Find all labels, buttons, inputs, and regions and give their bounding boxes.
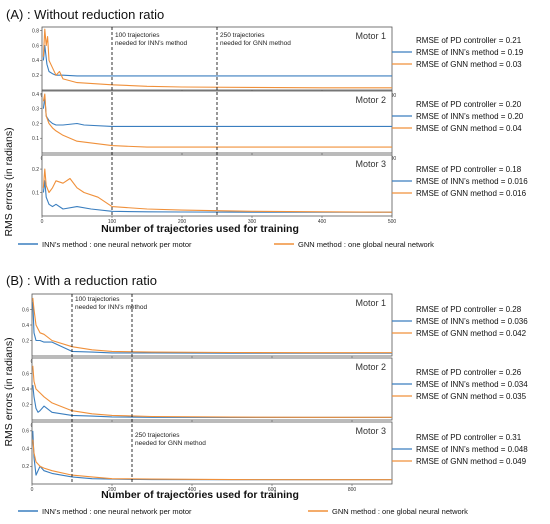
threshold-label: 250 trajectories: [220, 32, 265, 39]
motor-label: Motor 2: [355, 362, 386, 372]
series-line-inn: [42, 180, 392, 213]
panel-title: (B) : With a reduction ratio: [6, 273, 157, 288]
rmse-inn: RMSE of INN’s method = 0.19: [416, 48, 524, 57]
rmse-gnn: RMSE of GNN method = 0.049: [416, 457, 527, 466]
y-tick-label: 0.2: [22, 402, 29, 408]
plot-frame: [31, 293, 393, 357]
y-tick-label: 0.4: [22, 446, 29, 452]
threshold-label: 100 trajectories: [115, 32, 160, 39]
rmse-gnn: RMSE of GNN method = 0.035: [416, 392, 527, 401]
rmse-pd: RMSE of PD controller = 0.18: [416, 165, 522, 174]
y-tick-label: 0.6: [22, 429, 29, 435]
y-tick-label: 0.6: [22, 307, 29, 313]
panel-b: (B) : With a reduction ratio RMS errors (…: [3, 273, 528, 516]
motor-label: Motor 1: [355, 31, 386, 41]
x-axis-label: Number of trajectories used for training: [101, 223, 299, 235]
series-line-gnn: [42, 93, 392, 148]
x-tick-label: 100: [108, 219, 117, 225]
y-tick-label: 0.8: [32, 29, 39, 35]
x-tick-label: 300: [248, 219, 257, 225]
y-tick-label: 0.1: [32, 190, 39, 196]
motor-label: Motor 3: [355, 426, 386, 436]
rmse-inn: RMSE of INN’s method = 0.048: [416, 445, 528, 454]
rmse-block-motor-2: RMSE of PD controller = 0.26 RMSE of INN’…: [392, 368, 528, 401]
rmse-block-motor-3: RMSE of PD controller = 0.18 RMSE of INN’…: [392, 165, 528, 198]
rmse-gnn: RMSE of GNN method = 0.04: [416, 124, 522, 133]
legend-label-inn: INN’s method : one neural network per mo…: [42, 240, 192, 249]
x-tick-label: 400: [318, 219, 327, 225]
subplot-motor-3: 0.2 0.4 0.6 0 200 400 600 800 Motor 3: [22, 421, 393, 493]
plot-frame: [31, 357, 393, 421]
rmse-block-motor-3: RMSE of PD controller = 0.31 RMSE of INN’…: [392, 433, 528, 466]
x-tick-label: 200: [108, 487, 117, 493]
y-tick-label: 0.4: [32, 58, 39, 64]
legend-label-gnn: GNN method : one global neural network: [298, 240, 434, 249]
x-tick-label: 400: [188, 487, 197, 493]
panel-title: (A) : Without reduction ratio: [6, 7, 164, 22]
y-tick-label: 0.6: [32, 43, 39, 49]
subplot-motor-1: 0.20.40.60.80100200300400500Motor 1: [32, 26, 396, 99]
y-tick-label: 0.4: [22, 323, 29, 329]
rmse-gnn: RMSE of GNN method = 0.03: [416, 60, 522, 69]
rmse-block-motor-2: RMSE of PD controller = 0.20 RMSE of INN’…: [392, 100, 524, 133]
y-tick-label: 0.1: [32, 136, 39, 142]
threshold-label: needed for INN’s method: [115, 40, 188, 47]
threshold-label: needed for GNN method: [135, 440, 206, 447]
subplot-motor-3: 0.1 0.2 0 100 200 300 400 500 Motor 3: [32, 154, 397, 225]
series-line-gnn: [42, 168, 393, 213]
y-tick-label: 0.2: [32, 121, 39, 127]
y-tick-label: 0.4: [32, 92, 39, 98]
x-tick-label: 800: [348, 487, 357, 493]
plot-frame: [41, 154, 393, 217]
subplot-motor-2: 0.10.20.30.40100200300400500Motor 2: [32, 90, 396, 162]
y-tick-label: 0.2: [22, 338, 29, 344]
x-tick-label: 200: [178, 219, 187, 225]
motor-label: Motor 2: [355, 95, 386, 105]
rmse-inn: RMSE of INN’s method = 0.20: [416, 112, 524, 121]
threshold-label: 100 trajectories: [75, 296, 120, 303]
y-tick-label: 0.2: [32, 167, 39, 173]
rmse-inn: RMSE of INN’s method = 0.016: [416, 177, 528, 186]
x-tick-label: 0: [31, 487, 34, 493]
rmse-pd: RMSE of PD controller = 0.28: [416, 305, 522, 314]
rmse-pd: RMSE of PD controller = 0.20: [416, 100, 522, 109]
y-tick-label: 0.4: [22, 387, 29, 393]
threshold-label: needed for INN’s method: [75, 304, 148, 311]
legend-label-gnn: GNN method : one global neural network: [332, 507, 468, 516]
series-line-inn: [42, 44, 392, 77]
threshold-label: needed for GNN method: [220, 40, 291, 47]
x-tick-label: 500: [388, 219, 397, 225]
legend-label-inn: INN’s method : one neural network per mo…: [42, 507, 192, 516]
x-axis-label: Number of trajectories used for training: [101, 489, 299, 501]
rmse-block-motor-1: RMSE of PD controller = 0.21 RMSE of INN’…: [392, 36, 524, 69]
rmse-gnn: RMSE of GNN method = 0.016: [416, 189, 527, 198]
rmse-block-motor-1: RMSE of PD controller = 0.28 RMSE of INN’…: [392, 305, 528, 338]
y-tick-label: 0.6: [22, 371, 29, 377]
rmse-pd: RMSE of PD controller = 0.21: [416, 36, 522, 45]
y-tick-label: 0.3: [32, 107, 39, 113]
y-tick-label: 0.2: [32, 73, 39, 79]
x-tick-label: 600: [268, 487, 277, 493]
panel-a: (A) : Without reduction ratio RMS errors …: [3, 7, 528, 249]
threshold-label: 250 trajectories: [135, 432, 180, 439]
rmse-inn: RMSE of INN’s method = 0.034: [416, 380, 528, 389]
rmse-gnn: RMSE of GNN method = 0.042: [416, 329, 527, 338]
x-tick-label: 0: [41, 219, 44, 225]
plot-frame: [31, 421, 393, 485]
rmse-inn: RMSE of INN’s method = 0.036: [416, 317, 528, 326]
rmse-pd: RMSE of PD controller = 0.26: [416, 368, 522, 377]
rmse-pd: RMSE of PD controller = 0.31: [416, 433, 522, 442]
motor-label: Motor 3: [355, 159, 386, 169]
motor-label: Motor 1: [355, 298, 386, 308]
y-tick-label: 0.2: [22, 464, 29, 470]
y-axis-label: RMS errors (in radians): [3, 337, 15, 446]
y-axis-label: RMS errors (in radians): [3, 127, 15, 236]
